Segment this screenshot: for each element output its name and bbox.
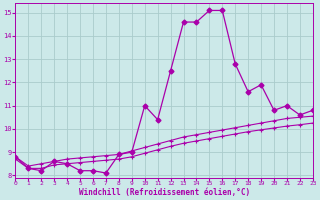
- X-axis label: Windchill (Refroidissement éolien,°C): Windchill (Refroidissement éolien,°C): [78, 188, 250, 197]
